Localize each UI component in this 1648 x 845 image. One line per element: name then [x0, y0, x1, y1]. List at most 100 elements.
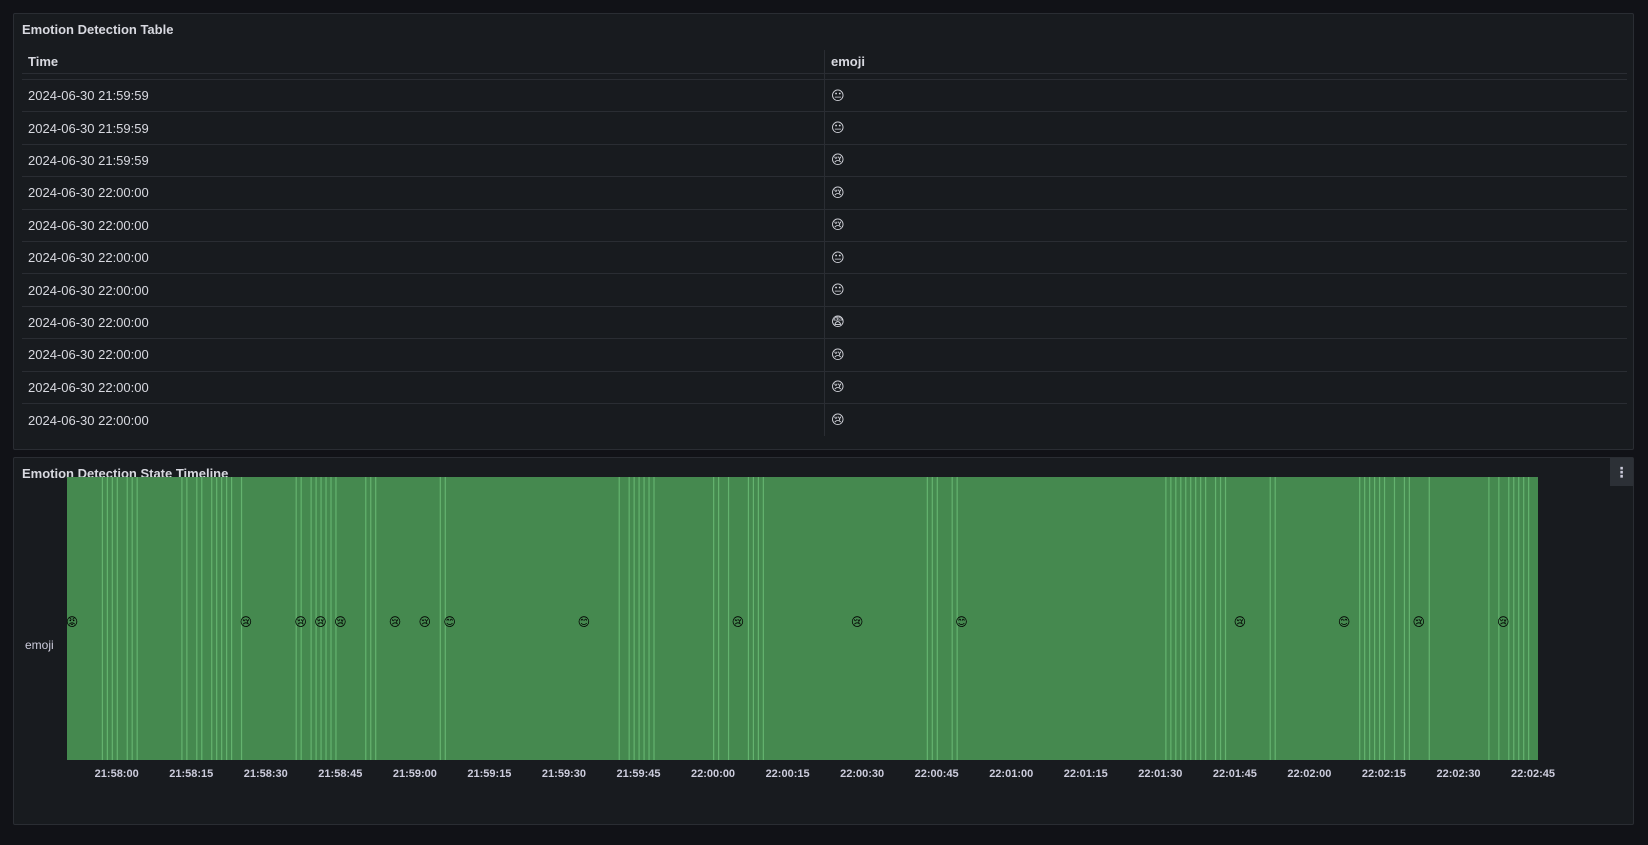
x-axis-tick-label: 21:58:45 [318, 768, 362, 780]
state-boundary [1428, 477, 1430, 760]
x-axis-tick-label: 22:00:00 [691, 768, 735, 780]
state-emoji-marker: 😢 [314, 615, 327, 629]
table-panel-title: Emotion Detection Table [22, 22, 174, 37]
table-header: Time emoji [22, 50, 1627, 74]
table-cell-emoji: 😢 [824, 403, 1627, 437]
table-cell-emoji: 😢 [824, 209, 1627, 241]
state-emoji-marker: 😊 [578, 615, 591, 629]
column-header-emoji[interactable]: emoji [824, 50, 1627, 73]
state-boundary [931, 477, 933, 760]
state-boundary [295, 477, 297, 760]
state-boundary [216, 477, 218, 760]
table-row: 2024-06-30 22:00:00 😐 [22, 241, 1627, 275]
x-axis-tick-label: 21:59:45 [616, 768, 660, 780]
state-boundary [951, 477, 953, 760]
state-boundary [1513, 477, 1515, 760]
state-boundary [116, 477, 118, 760]
table-cell-time: 2024-06-30 22:00:00 [28, 412, 149, 428]
state-emoji-marker: 😢 [1412, 615, 1425, 629]
state-emoji-marker: 😊 [443, 615, 456, 629]
state-boundary [201, 477, 203, 760]
state-boundary [1488, 477, 1490, 760]
table-cell-time: 2024-06-30 22:00:00 [28, 185, 149, 201]
state-boundary [643, 477, 645, 760]
state-emoji-marker: 😢 [1234, 615, 1247, 629]
state-boundary [718, 477, 720, 760]
table-cell-time: 2024-06-30 22:00:00 [28, 314, 149, 330]
table-row: 2024-06-30 21:59:59 😐 [22, 112, 1627, 145]
table-cell-time: 2024-06-30 22:00:00 [28, 282, 149, 298]
state-emoji-marker: 😢 [419, 615, 432, 629]
table-row: 2024-06-30 22:00:00 😐 [22, 274, 1627, 307]
state-emoji-marker: 😊 [955, 615, 968, 629]
state-boundary [335, 477, 337, 760]
state-boundary [1214, 477, 1217, 760]
table-cell-emoji: 😢 [824, 339, 1627, 371]
x-axis-tick-label: 21:58:30 [244, 768, 288, 780]
state-emoji-marker: 😢 [732, 615, 745, 629]
x-axis-tick-label: 22:01:45 [1213, 768, 1257, 780]
emotion-table-panel: Emotion Detection Table Time emoji 2024-… [13, 13, 1634, 450]
table-row: 2024-06-30 22:00:00 😢 [22, 403, 1627, 437]
table-cell-time: 2024-06-30 22:00:00 [28, 347, 149, 363]
state-boundary [1359, 477, 1361, 760]
x-axis-tick-label: 22:00:30 [840, 768, 884, 780]
timeline-row-label: emoji [25, 638, 54, 652]
state-boundary [1219, 477, 1222, 760]
state-boundary [1190, 477, 1192, 760]
state-boundary [1364, 477, 1366, 760]
state-boundary [752, 477, 755, 760]
state-boundary [638, 477, 640, 760]
state-boundary [310, 477, 312, 760]
state-emoji-marker: 😡 [66, 615, 79, 629]
state-boundary [444, 477, 446, 760]
state-boundary [1185, 477, 1187, 760]
emotion-table: Time emoji 2024-06-30 21:59:59 😐 2024-06-3… [22, 50, 1627, 437]
state-boundary [1408, 477, 1410, 760]
state-boundary [1523, 477, 1525, 760]
state-boundary [1165, 477, 1167, 760]
table-cell-time: 2024-06-30 21:59:59 [28, 120, 149, 136]
state-boundary [181, 477, 183, 760]
state-boundary [1369, 477, 1371, 760]
table-row: 2024-06-30 22:00:00 😢 [22, 339, 1627, 372]
table-cell-emoji: 😐 [824, 241, 1627, 274]
table-cell-emoji: 😢 [824, 177, 1627, 209]
table-row: 2024-06-30 21:59:59 😐 [22, 80, 1627, 113]
x-axis-tick-label: 21:58:15 [169, 768, 213, 780]
state-boundary [747, 477, 750, 760]
state-timeline-panel: Emotion Detection State Timeline ⋮ emoji… [13, 457, 1634, 825]
state-boundary [1518, 477, 1520, 760]
x-axis-tick-label: 22:00:45 [915, 768, 959, 780]
state-timeline-chart[interactable]: 😡 😢 😢 😢 😢 😢 😢 😊 😊 😢 😢 😊 😢 😊 😢 😢 21:58:00 21:58:15 21:58:30… [14, 458, 1635, 826]
state-boundary [230, 477, 233, 760]
state-boundary [325, 477, 327, 760]
state-boundary [300, 477, 302, 760]
state-boundary [1383, 477, 1386, 760]
state-boundary [196, 477, 198, 760]
table-cell-emoji: 😨 [824, 306, 1627, 339]
state-boundary [101, 477, 103, 760]
state-boundary [439, 477, 441, 760]
state-emoji-marker: 😢 [1497, 615, 1510, 629]
x-axis-tick-label: 21:59:30 [542, 768, 586, 780]
x-axis-tick-label: 22:02:00 [1287, 768, 1331, 780]
state-boundary [1175, 477, 1177, 760]
state-boundary [762, 477, 764, 760]
state-boundary [240, 477, 243, 760]
state-boundary [1224, 477, 1227, 760]
state-boundary [315, 477, 317, 760]
table-cell-emoji: 😢 [824, 371, 1627, 403]
state-boundary [1274, 477, 1276, 760]
x-axis-tick-label: 22:02:45 [1511, 768, 1555, 780]
state-emoji-marker: 😢 [851, 615, 864, 629]
state-boundary [106, 477, 108, 760]
state-emoji-marker: 😢 [334, 615, 347, 629]
state-boundary [126, 477, 128, 760]
state-boundary [111, 477, 113, 760]
state-boundary [1200, 477, 1202, 760]
panel-menu-icon[interactable]: ⋮ [1610, 458, 1633, 486]
table-cell-emoji: 😐 [824, 80, 1627, 112]
column-header-time[interactable]: Time [28, 54, 59, 69]
state-boundary [186, 477, 188, 760]
